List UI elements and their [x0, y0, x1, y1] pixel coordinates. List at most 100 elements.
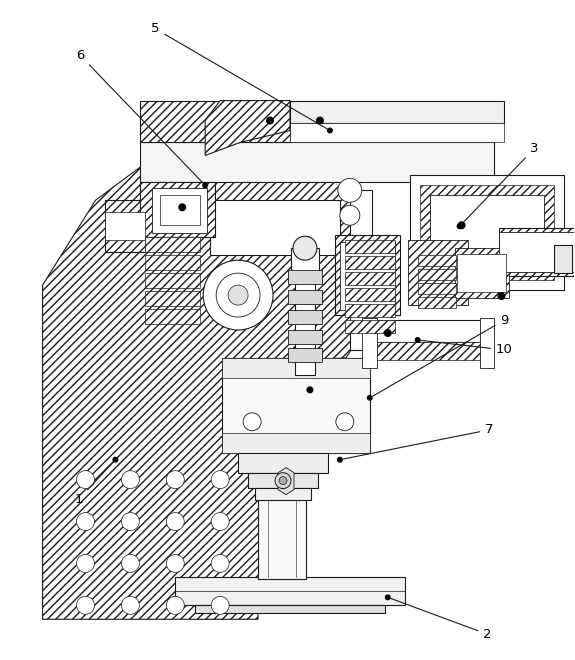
Bar: [554, 246, 572, 273]
Circle shape: [243, 412, 261, 431]
Bar: [370, 342, 485, 360]
Bar: [345, 320, 395, 333]
Bar: [145, 255, 200, 270]
Bar: [345, 304, 395, 317]
Circle shape: [76, 471, 94, 488]
Bar: [255, 488, 311, 500]
Circle shape: [76, 554, 94, 572]
Bar: [345, 288, 395, 301]
Polygon shape: [43, 148, 358, 619]
Text: 3: 3: [462, 142, 539, 224]
Circle shape: [166, 554, 184, 572]
Bar: [145, 291, 200, 306]
Bar: [362, 318, 377, 368]
Bar: [345, 272, 395, 285]
Bar: [500, 228, 575, 276]
Bar: [238, 453, 328, 473]
Bar: [290, 100, 504, 123]
Circle shape: [228, 285, 248, 305]
Bar: [290, 123, 504, 143]
Circle shape: [121, 513, 139, 531]
Circle shape: [166, 471, 184, 488]
Circle shape: [306, 386, 313, 393]
Bar: [145, 309, 200, 324]
Text: 1: 1: [74, 462, 113, 506]
Circle shape: [121, 597, 139, 614]
Circle shape: [121, 554, 139, 572]
Circle shape: [113, 457, 118, 463]
Circle shape: [275, 473, 291, 488]
Circle shape: [76, 597, 94, 614]
Bar: [258, 490, 306, 579]
Bar: [345, 240, 395, 253]
Bar: [410, 176, 564, 290]
Text: 10: 10: [420, 341, 513, 356]
Circle shape: [76, 513, 94, 531]
Polygon shape: [205, 100, 290, 155]
Bar: [140, 100, 290, 143]
Bar: [417, 255, 455, 266]
Bar: [196, 605, 385, 613]
Bar: [222, 433, 370, 453]
Circle shape: [327, 127, 333, 133]
Bar: [222, 358, 370, 378]
Bar: [105, 201, 145, 252]
Bar: [210, 201, 340, 255]
Circle shape: [178, 203, 186, 211]
Text: 6: 6: [76, 49, 204, 183]
Bar: [145, 237, 200, 252]
Bar: [140, 143, 494, 182]
Circle shape: [415, 337, 421, 343]
Circle shape: [211, 597, 229, 614]
Bar: [340, 242, 395, 310]
Circle shape: [367, 395, 373, 401]
Bar: [455, 248, 509, 298]
Circle shape: [340, 205, 360, 225]
Circle shape: [202, 182, 208, 188]
Bar: [368, 320, 488, 342]
Circle shape: [384, 329, 392, 337]
Text: 9: 9: [372, 314, 509, 397]
Bar: [105, 213, 145, 240]
Circle shape: [266, 117, 274, 125]
Bar: [417, 283, 455, 294]
Circle shape: [203, 260, 273, 330]
Bar: [288, 270, 322, 284]
Bar: [160, 195, 200, 225]
Circle shape: [293, 236, 317, 260]
Circle shape: [211, 554, 229, 572]
Bar: [140, 182, 215, 237]
Bar: [288, 290, 322, 304]
Bar: [288, 310, 322, 324]
Circle shape: [279, 477, 287, 484]
Circle shape: [337, 457, 343, 463]
Text: 2: 2: [390, 599, 492, 641]
Bar: [145, 273, 200, 288]
Text: 7: 7: [343, 423, 494, 459]
Bar: [420, 185, 554, 280]
Bar: [350, 190, 372, 350]
Circle shape: [211, 471, 229, 488]
Circle shape: [216, 273, 260, 317]
Bar: [288, 330, 322, 344]
Circle shape: [336, 412, 354, 431]
Bar: [152, 188, 207, 233]
Circle shape: [457, 223, 462, 229]
Bar: [248, 473, 318, 488]
Bar: [417, 297, 455, 308]
Bar: [175, 578, 405, 605]
Bar: [457, 254, 507, 292]
Circle shape: [121, 471, 139, 488]
Polygon shape: [278, 468, 294, 494]
Bar: [291, 248, 319, 273]
Circle shape: [316, 117, 324, 125]
Bar: [430, 195, 545, 270]
Bar: [222, 358, 370, 453]
Bar: [408, 240, 467, 305]
Bar: [500, 232, 575, 272]
Bar: [417, 269, 455, 280]
Circle shape: [385, 595, 391, 601]
Bar: [345, 256, 395, 269]
Circle shape: [338, 178, 362, 203]
Bar: [288, 348, 322, 362]
